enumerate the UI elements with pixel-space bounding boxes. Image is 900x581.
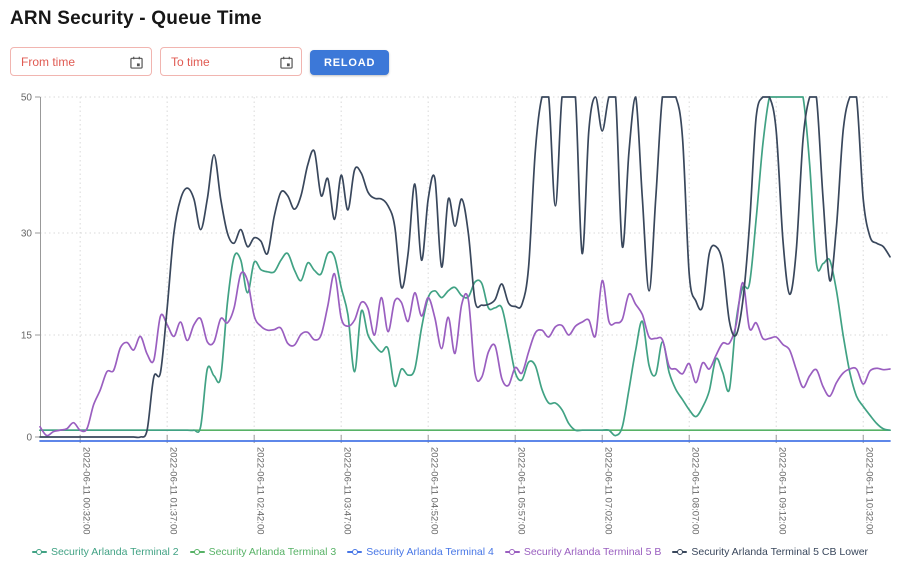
- queue-time-chart: 2022-06-11 00:32:00 2022-06-11 01:37:00 20…: [0, 85, 900, 545]
- legend-label: Security Arlanda Terminal 2: [50, 546, 179, 558]
- reload-button[interactable]: RELOAD: [310, 50, 390, 75]
- legend-item[interactable]: Security Arlanda Terminal 3: [189, 546, 337, 558]
- legend-label: Security Arlanda Terminal 5 CB Lower: [691, 546, 869, 558]
- svg-text:2022-06-11 03:47:00: 2022-06-11 03:47:00: [342, 447, 353, 535]
- calendar-icon[interactable]: [280, 56, 293, 69]
- chart-legend: Security Arlanda Terminal 2 Security Arla…: [0, 546, 900, 558]
- svg-text:2022-06-11 04:52:00: 2022-06-11 04:52:00: [429, 447, 440, 535]
- svg-text:50: 50: [21, 93, 33, 104]
- legend-line-marker-icon: [347, 548, 363, 556]
- page-title: ARN Security - Queue Time: [10, 8, 262, 29]
- from-time-input[interactable]: [11, 48, 151, 75]
- svg-text:2022-06-11 10:32:00: 2022-06-11 10:32:00: [864, 447, 875, 535]
- legend-label: Security Arlanda Terminal 4: [366, 546, 494, 558]
- svg-text:2022-06-11 08:07:00: 2022-06-11 08:07:00: [690, 447, 701, 535]
- svg-text:2022-06-11 01:37:00: 2022-06-11 01:37:00: [168, 447, 179, 535]
- legend-line-marker-icon: [189, 548, 205, 556]
- legend-item[interactable]: Security Arlanda Terminal 2: [31, 546, 179, 558]
- legend-label: Security Arlanda Terminal 5 B: [523, 546, 662, 558]
- svg-text:30: 30: [21, 229, 33, 240]
- calendar-icon[interactable]: [130, 56, 143, 69]
- svg-text:2022-06-11 07:02:00: 2022-06-11 07:02:00: [603, 447, 614, 535]
- to-time-input[interactable]: [161, 48, 301, 75]
- from-time-field-wrap: [10, 47, 152, 76]
- legend-line-marker-icon: [672, 548, 688, 556]
- svg-text:2022-06-11 02:42:00: 2022-06-11 02:42:00: [255, 447, 266, 535]
- legend-item[interactable]: Security Arlanda Terminal 5 B: [504, 546, 662, 558]
- legend-item[interactable]: Security Arlanda Terminal 4: [347, 546, 494, 558]
- legend-item[interactable]: Security Arlanda Terminal 5 CB Lower: [672, 546, 868, 558]
- svg-text:0: 0: [26, 433, 32, 444]
- svg-text:2022-06-11 09:12:00: 2022-06-11 09:12:00: [777, 447, 788, 535]
- legend-line-marker-icon: [504, 548, 520, 556]
- legend-line-marker-icon: [31, 548, 47, 556]
- to-time-field-wrap: [160, 47, 302, 76]
- svg-text:2022-06-11 00:32:00: 2022-06-11 00:32:00: [81, 447, 92, 535]
- legend-label: Security Arlanda Terminal 3: [208, 546, 337, 558]
- svg-text:2022-06-11 05:57:00: 2022-06-11 05:57:00: [516, 447, 527, 535]
- svg-text:15: 15: [21, 331, 33, 342]
